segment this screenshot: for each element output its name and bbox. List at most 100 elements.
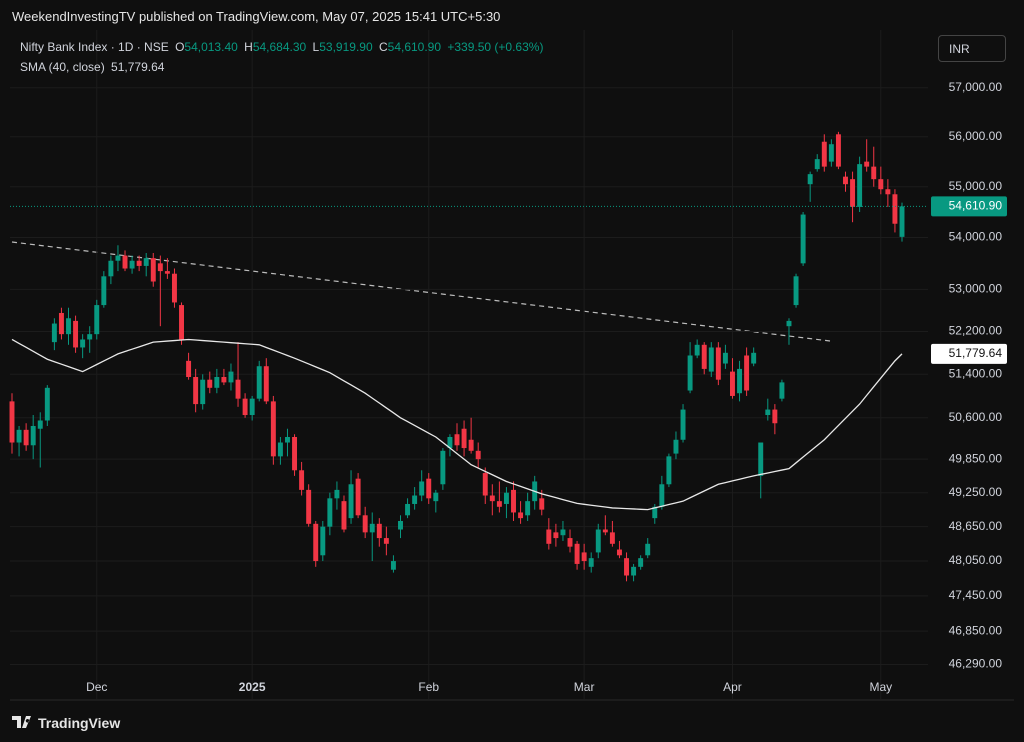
x-tick-label: Dec (86, 680, 107, 694)
candle-body (843, 176, 848, 185)
candle-body (193, 376, 199, 405)
candle-body (511, 489, 516, 513)
candle-body (482, 473, 488, 496)
candle-body (666, 456, 672, 485)
candle-body (567, 538, 573, 547)
candle-body (143, 258, 149, 266)
candle-body (687, 355, 693, 391)
candle-body (525, 501, 531, 516)
candle-body (673, 439, 679, 454)
candle-body (390, 561, 396, 570)
candle-body (362, 515, 368, 533)
candle-body (447, 436, 453, 449)
y-tick-label: 51,400.00 (949, 366, 1003, 380)
candle-body (9, 401, 15, 443)
candle-body (560, 529, 566, 536)
candle-body (835, 134, 841, 167)
candle-body (228, 371, 234, 383)
candle-body (722, 352, 728, 364)
candle-body (87, 334, 93, 340)
candle-body (595, 529, 601, 553)
sma-name: SMA (40, close) (20, 60, 105, 74)
candle-body (857, 164, 863, 207)
candle-body (454, 434, 460, 446)
y-tick-label: 57,000.00 (949, 80, 1003, 94)
candle-body (680, 409, 686, 440)
candle-body (136, 260, 142, 266)
candle-body (164, 271, 170, 274)
candles (9, 131, 928, 582)
ohlc-h: H54,684.30 (244, 40, 306, 54)
candle-body (334, 489, 340, 499)
candle-body (694, 344, 700, 356)
candle-body (821, 141, 827, 167)
ohlc-o: O54,013.40 (175, 40, 238, 54)
candle-body (171, 273, 177, 303)
sma-price-box (931, 343, 1007, 364)
candle-body (150, 258, 156, 282)
candle-body (327, 498, 333, 527)
candle-body (899, 206, 905, 237)
candle-body (496, 501, 502, 507)
candle-body (468, 439, 474, 451)
candle-body (341, 501, 347, 530)
currency-button[interactable]: INR (938, 35, 1006, 62)
y-tick-label: 56,000.00 (949, 129, 1003, 143)
candle-body (659, 484, 665, 507)
y-tick-label: 53,000.00 (949, 282, 1003, 296)
x-tick-label: 2025 (239, 680, 266, 694)
value: 53,919.90 (319, 40, 373, 54)
plot-area (10, 30, 928, 700)
value: 54,684.30 (252, 40, 307, 54)
candle-body (51, 323, 57, 343)
candle-body (398, 520, 403, 530)
candle-body (73, 320, 79, 348)
candle-body (426, 478, 432, 499)
candle-body (652, 506, 658, 519)
candle-body (708, 347, 714, 372)
sma-value: 51,779.64 (111, 60, 165, 74)
candle-body (108, 260, 114, 277)
candle-body (546, 529, 552, 544)
y-tick-label: 46,850.00 (949, 623, 1003, 637)
key: O (175, 40, 185, 54)
candle-body (186, 360, 192, 377)
candle-body (503, 492, 509, 504)
sma-line (11, 338, 903, 511)
candle-body (412, 495, 418, 504)
candle-body (320, 526, 326, 556)
x-tick-label: Feb (418, 680, 439, 694)
key: C (378, 40, 388, 54)
candle-body (786, 320, 792, 327)
ohlc-l: L53,919.90 (313, 40, 373, 54)
tv-logo (12, 716, 31, 728)
candle-body (30, 425, 36, 446)
candle-body (779, 382, 785, 399)
candle-body (885, 189, 891, 195)
symbol: Nifty Bank Index · 1D · NSE (20, 40, 169, 54)
candle-body (369, 523, 375, 533)
y-tick-label: 55,000.00 (949, 179, 1003, 193)
candle-body (299, 470, 305, 490)
candle-body (461, 428, 467, 449)
candle-body (235, 379, 241, 399)
candle-body (609, 532, 615, 544)
candle-body (221, 376, 227, 383)
candle-body (440, 450, 446, 485)
publisher: WeekendInvestingTV published on TradingV… (12, 9, 501, 24)
candle-body (539, 498, 545, 510)
candle-body (285, 436, 290, 443)
candle-body (475, 450, 481, 460)
candle-body (179, 305, 184, 340)
y-tick-label: 46,290.00 (949, 657, 1003, 671)
candle-body (313, 523, 319, 562)
candle-body (23, 429, 29, 446)
candle-body (37, 420, 43, 429)
candle-body (765, 409, 771, 416)
candle-body (581, 552, 587, 562)
candle-body (518, 512, 524, 519)
y-tick-label: 48,650.00 (949, 519, 1003, 533)
candle-body (376, 523, 382, 539)
candle-body (270, 401, 276, 457)
